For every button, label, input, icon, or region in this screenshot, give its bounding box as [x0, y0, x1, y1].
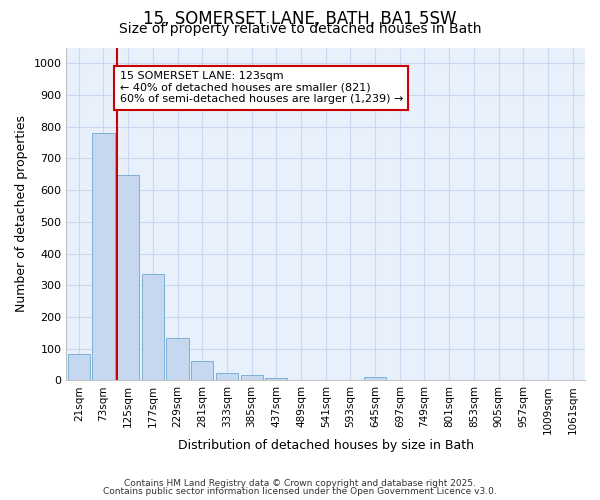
Text: Contains public sector information licensed under the Open Government Licence v3: Contains public sector information licen…: [103, 487, 497, 496]
Text: 15 SOMERSET LANE: 123sqm
← 40% of detached houses are smaller (821)
60% of semi-: 15 SOMERSET LANE: 123sqm ← 40% of detach…: [119, 72, 403, 104]
Bar: [364, 378, 386, 380]
X-axis label: Distribution of detached houses by size in Bath: Distribution of detached houses by size …: [178, 440, 474, 452]
Bar: [241, 375, 263, 380]
Bar: [191, 362, 214, 380]
Text: Contains HM Land Registry data © Crown copyright and database right 2025.: Contains HM Land Registry data © Crown c…: [124, 478, 476, 488]
Bar: [166, 338, 188, 380]
Text: Size of property relative to detached houses in Bath: Size of property relative to detached ho…: [119, 22, 481, 36]
Y-axis label: Number of detached properties: Number of detached properties: [15, 116, 28, 312]
Text: 15, SOMERSET LANE, BATH, BA1 5SW: 15, SOMERSET LANE, BATH, BA1 5SW: [143, 10, 457, 28]
Bar: [92, 133, 115, 380]
Bar: [117, 175, 139, 380]
Bar: [68, 354, 90, 380]
Bar: [142, 274, 164, 380]
Bar: [265, 378, 287, 380]
Bar: [216, 374, 238, 380]
